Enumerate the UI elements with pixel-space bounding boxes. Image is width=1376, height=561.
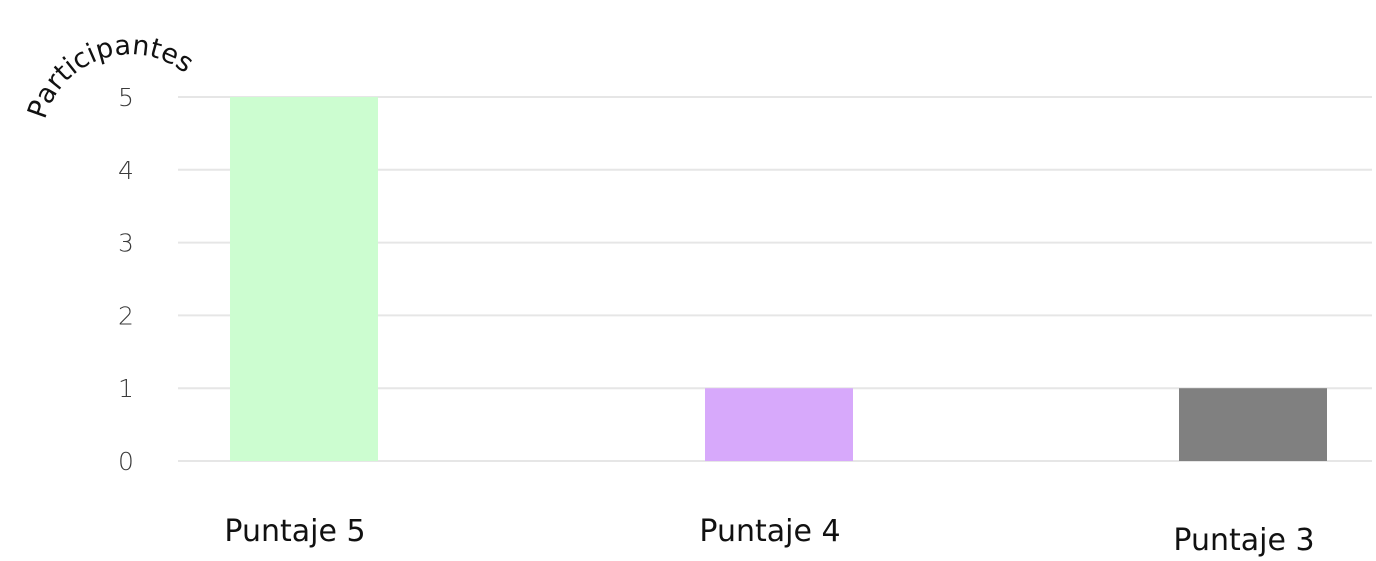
y-tick-label: 4 — [118, 156, 134, 185]
y-axis-label-text: Participantes — [22, 30, 199, 122]
bar-puntaje-5 — [230, 97, 378, 461]
bar-puntaje-3 — [1179, 388, 1327, 461]
y-tick-label: 1 — [118, 374, 134, 403]
y-axis-label: Participantes — [22, 30, 199, 122]
y-tick-label: 5 — [118, 83, 134, 112]
x-tick-label: Puntaje 4 — [699, 514, 840, 549]
x-axis-labels: Puntaje 5 Puntaje 4 Puntaje 3 — [224, 514, 1314, 558]
bars — [230, 97, 1327, 461]
y-axis-ticks: 0 1 2 3 4 5 — [118, 83, 134, 476]
x-tick-label: Puntaje 5 — [224, 514, 365, 549]
y-tick-label: 3 — [118, 229, 134, 258]
y-tick-label: 2 — [118, 301, 134, 330]
y-tick-label: 0 — [118, 447, 134, 476]
bar-puntaje-4 — [705, 388, 853, 461]
x-tick-label: Puntaje 3 — [1173, 523, 1314, 558]
